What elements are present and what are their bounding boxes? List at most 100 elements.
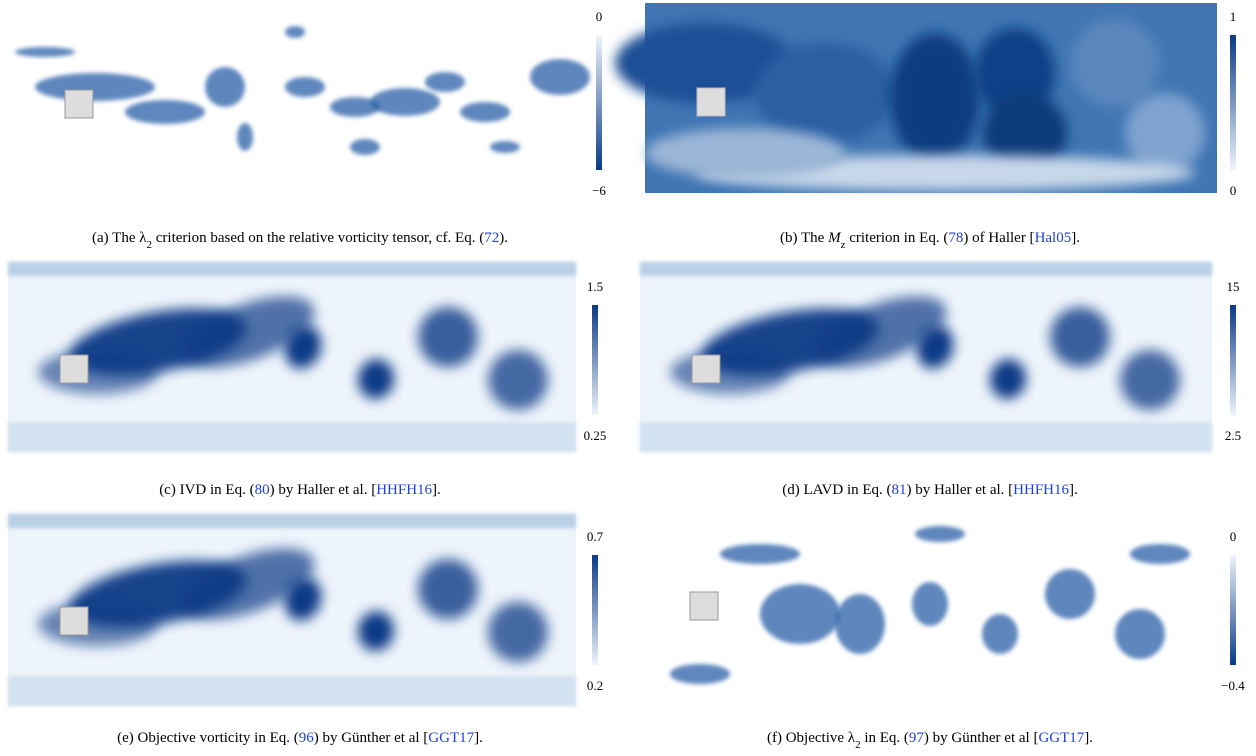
- vortex-blob: [890, 33, 980, 163]
- caption-part: 72: [484, 230, 499, 246]
- caption-part: ).: [499, 230, 508, 246]
- caption-part: (c) IVD in Eq. (: [159, 482, 254, 498]
- caption-part: ].: [1084, 730, 1093, 746]
- obstacle: [690, 592, 718, 620]
- caption: (f) Objective λ2 in Eq. (97) by Günther …: [767, 730, 1093, 751]
- caption-part: 97: [909, 730, 925, 746]
- vortex-blob: [370, 88, 440, 116]
- vortex-blob: [1045, 569, 1095, 619]
- obstacle: [697, 88, 725, 116]
- caption-part: ) by Günther et al [: [924, 730, 1039, 746]
- bottom-band: [8, 422, 576, 452]
- vortex-blob: [835, 594, 885, 654]
- caption-part: ].: [432, 482, 441, 498]
- vortex-blob: [760, 584, 840, 644]
- colorbar-min-label: 0.25: [584, 428, 607, 443]
- colorbar-max-label: 1: [1230, 9, 1237, 24]
- colorbar-min-label: −6: [592, 183, 606, 198]
- vortex-blob: [15, 47, 75, 57]
- caption-part: 81: [892, 482, 907, 498]
- caption-part: HHFH16: [1013, 482, 1069, 498]
- caption-part: ) of Haller [: [963, 230, 1034, 246]
- panel-image: [615, 3, 1217, 193]
- colorbar: [596, 35, 602, 170]
- vortex-blob: [125, 100, 205, 124]
- figure: 0 −6 (a) The λ2 criterion based on the rel…: [0, 0, 1256, 756]
- vortex-blob: [1125, 93, 1205, 173]
- caption-part: (d) LAVD in Eq. (: [782, 482, 891, 498]
- panel-image: [8, 262, 576, 452]
- vortex-blob: [38, 602, 158, 646]
- vortex-blob: [670, 350, 790, 394]
- colorbar: [1230, 305, 1236, 415]
- colorbar-max-label: 0: [1230, 529, 1237, 544]
- obstacle: [60, 607, 88, 635]
- vortex-blob: [425, 72, 465, 92]
- vortex-blob: [915, 526, 965, 542]
- vortex-blob: [1115, 609, 1165, 659]
- colorbar-max-label: 0.7: [587, 529, 604, 544]
- colorbar: [1230, 555, 1236, 665]
- obstacle: [692, 355, 720, 383]
- vortex-blob: [237, 123, 253, 151]
- vortex-blob: [38, 350, 158, 394]
- caption-part: (e) Objective vorticity in Eq. (: [117, 730, 299, 746]
- top-band: [8, 514, 576, 528]
- vortex-blob: [35, 73, 155, 101]
- vortex-blob: [645, 128, 845, 178]
- caption-part: ) by Günther et al [: [314, 730, 429, 746]
- caption-part: ].: [1071, 230, 1080, 246]
- caption: (d) LAVD in Eq. (81) by Haller et al. [H…: [782, 482, 1078, 498]
- vortex-blob: [418, 559, 478, 619]
- caption-part: criterion based on the relative vorticit…: [152, 230, 484, 246]
- panel-image: [670, 526, 1190, 684]
- vortex-blob: [490, 141, 520, 153]
- vortex-blob: [488, 602, 548, 662]
- colorbar: [592, 555, 598, 665]
- vortex-blob: [460, 102, 510, 122]
- panel-image: [15, 26, 590, 155]
- obstacle: [60, 355, 88, 383]
- top-band: [8, 262, 576, 276]
- colorbar-max-label: 15: [1227, 279, 1240, 294]
- colorbar-min-label: −0.4: [1221, 678, 1245, 693]
- vortex-blob: [755, 43, 895, 143]
- caption-part: (b) The: [780, 230, 828, 246]
- caption-part: (a) The: [92, 230, 139, 246]
- panel-image: [640, 262, 1212, 452]
- vortex-blob: [1130, 544, 1190, 564]
- vortex-blob: [205, 67, 245, 107]
- vortex-blob: [1120, 350, 1180, 410]
- colorbar-min-label: 0: [1230, 183, 1237, 198]
- colorbar: [592, 305, 598, 415]
- vortex-blob: [982, 614, 1018, 654]
- obstacle: [65, 90, 93, 118]
- colorbar-max-label: 0: [596, 9, 603, 24]
- caption: (a) The λ2 criterion based on the relati…: [92, 230, 508, 251]
- caption-part: HHFH16: [376, 482, 432, 498]
- caption-part: ].: [474, 730, 483, 746]
- caption-part: GGT17: [1038, 730, 1084, 746]
- top-band: [640, 262, 1212, 276]
- caption-part: GGT17: [428, 730, 474, 746]
- caption: (c) IVD in Eq. (80) by Haller et al. [HH…: [159, 482, 441, 498]
- vortex-blob: [720, 544, 800, 564]
- caption-part: criterion in Eq. (: [845, 230, 948, 246]
- vortex-blob: [912, 582, 948, 626]
- caption-part: ) by Haller et al. [: [907, 482, 1014, 498]
- caption-part: in Eq. (: [861, 730, 909, 746]
- page: {"figure": {"panels": [ {"caption": [{"t…: [0, 0, 1256, 756]
- panel-image: [8, 514, 576, 706]
- caption-part: (f) Objective: [767, 730, 848, 746]
- bottom-band: [8, 676, 576, 706]
- caption-part: ].: [1069, 482, 1078, 498]
- bottom-band: [640, 422, 1212, 452]
- caption-part: 80: [255, 482, 270, 498]
- vortex-blob: [1050, 307, 1110, 367]
- caption-part: 78: [948, 230, 963, 246]
- colorbar-min-label: 0.2: [587, 678, 603, 693]
- vortex-blob: [530, 59, 590, 95]
- colorbar: [1230, 35, 1236, 170]
- vortex-blob: [350, 139, 380, 155]
- vortex-blob: [1070, 18, 1160, 108]
